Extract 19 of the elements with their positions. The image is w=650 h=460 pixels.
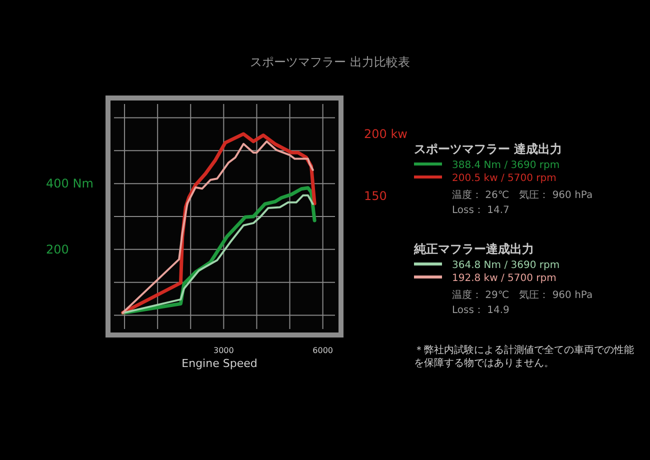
legend-label: 364.8 Nm / 3690 rpm [452, 260, 560, 271]
x-tick-label: 6000 [312, 346, 333, 355]
x-axis-title: Engine Speed [182, 357, 258, 370]
y-tick-label: 400 Nm [46, 176, 94, 191]
x-tick-label: 3000 [213, 346, 234, 355]
y2-tick-label: 200 kw [364, 126, 408, 141]
y2-tick-label: 150 [364, 189, 387, 204]
text: 温度： 26℃ 気圧： 960 hPa [452, 189, 593, 201]
text: Loss： 14.7 [452, 205, 510, 216]
text: ＊弊社内試験による計測値で全ての車両での性能を保障する物ではありません。 [414, 344, 635, 370]
legend-label: 192.8 kw / 5700 rpm [452, 273, 556, 284]
chart-title: スポーツマフラー 出力比較表 [250, 55, 410, 69]
legend-label: 200.5 kw / 5700 rpm [452, 173, 556, 184]
text: スポーツマフラー 達成出力 [414, 142, 562, 156]
legend-label: 388.4 Nm / 3690 rpm [452, 160, 560, 171]
text: Loss： 14.9 [452, 305, 510, 316]
text: 温度： 29℃ 気圧： 960 hPa [452, 289, 593, 301]
text: 純正マフラー達成出力 [413, 242, 534, 256]
y-tick-label: 200 [46, 242, 69, 256]
